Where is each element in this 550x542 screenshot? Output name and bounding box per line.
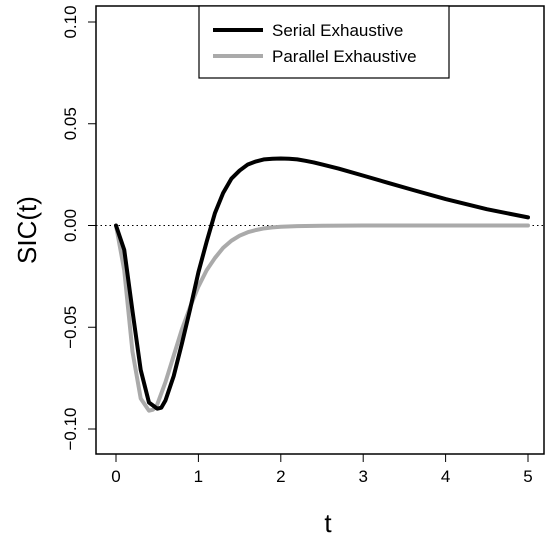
- x-tick-label: 1: [194, 467, 203, 486]
- y-tick-label: 0.05: [61, 107, 80, 140]
- x-axis: 0 1 2 3 4 5: [111, 453, 533, 486]
- y-axis-title: SIC(t): [12, 196, 42, 264]
- y-axis: −0.10 −0.05 0.00 0.05 0.10: [61, 5, 97, 451]
- series-line-serial-exhaustive: [114, 156, 530, 411]
- legend-label-serial: Serial Exhaustive: [272, 21, 403, 40]
- series-line-parallel-exhaustive: [114, 223, 530, 413]
- y-tick-label: −0.05: [61, 306, 80, 349]
- legend: Serial Exhaustive Parallel Exhaustive: [198, 5, 450, 79]
- x-tick-label: 3: [358, 467, 367, 486]
- legend-label-parallel: Parallel Exhaustive: [272, 47, 417, 66]
- y-tick-label: −0.10: [61, 407, 80, 450]
- x-tick-label: 5: [523, 467, 532, 486]
- series-layer: [114, 156, 530, 413]
- x-tick-label: 4: [441, 467, 450, 486]
- x-tick-label: 2: [276, 467, 285, 486]
- legend-box: [198, 5, 450, 79]
- x-tick-label: 0: [111, 467, 120, 486]
- y-tick-label: 0.00: [61, 209, 80, 242]
- y-tick-label: 0.10: [61, 5, 80, 38]
- x-axis-title: t: [324, 508, 332, 538]
